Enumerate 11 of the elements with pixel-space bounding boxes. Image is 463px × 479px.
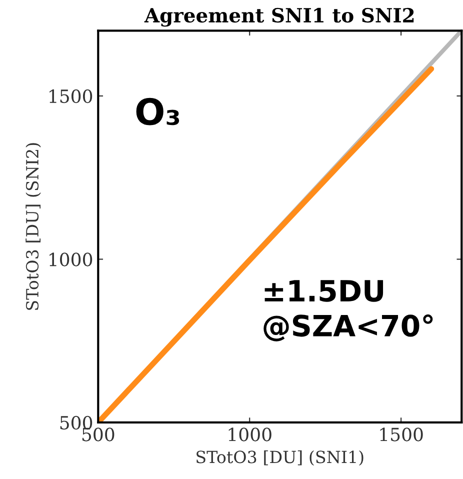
y-axis-title: STotO3 [DU] (SNI2) xyxy=(26,143,41,310)
y-tick-label: 1000 xyxy=(50,252,92,266)
y-tick-label: 1500 xyxy=(50,89,92,104)
x-tick-label: 1000 xyxy=(228,428,272,442)
x-tick-label: 1500 xyxy=(380,428,423,442)
x-tick-label: 500 xyxy=(82,428,114,442)
y-tick-label: 500 xyxy=(60,416,92,430)
annotation: O₃ xyxy=(136,98,180,126)
chart-title: Agreement SNI1 to SNI2 xyxy=(144,8,414,27)
annotation: ±1.5DU @SZA<70° xyxy=(264,280,433,342)
x-axis-title: STotO3 [DU] (SNI1) xyxy=(196,450,364,466)
